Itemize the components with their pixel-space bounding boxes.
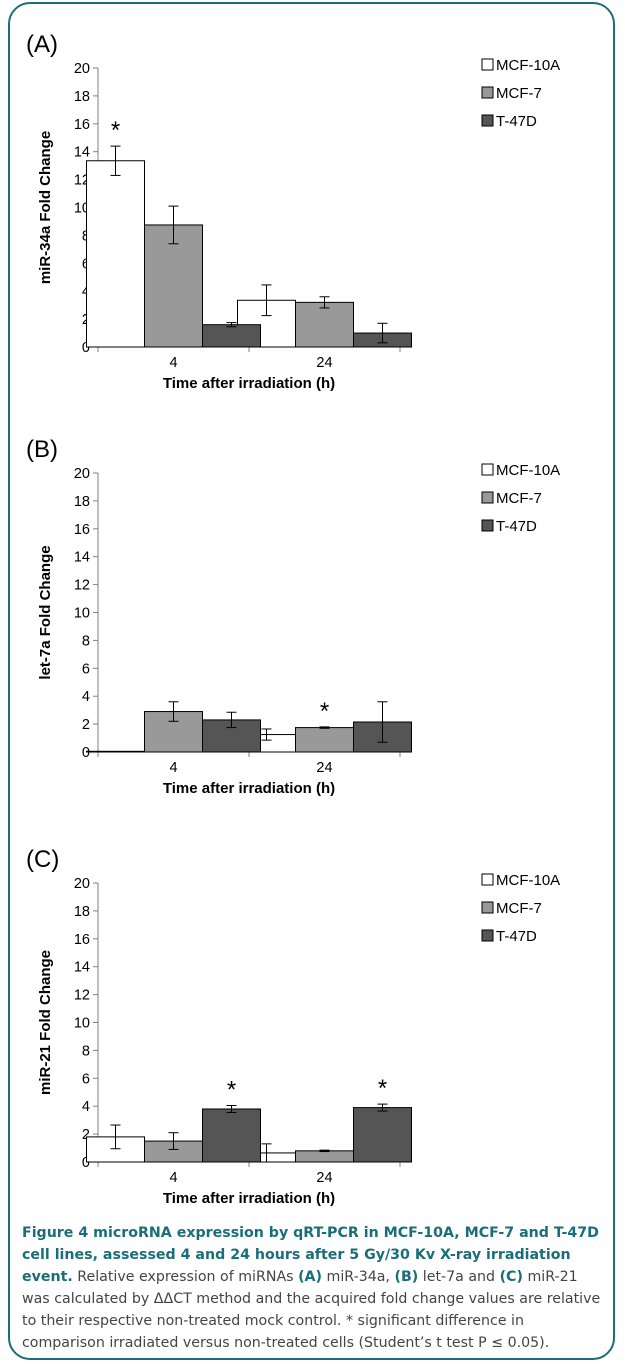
legend-swatch — [481, 873, 494, 886]
y-tick-label: 20 — [74, 61, 90, 77]
y-tick-label: 16 — [74, 522, 90, 538]
y-axis-title: let-7a Fold Change — [37, 545, 54, 679]
y-tick-label: 4 — [82, 689, 90, 705]
legend-label: MCF-10A — [496, 462, 560, 479]
caption-text-2: miR-34a, — [322, 1269, 395, 1285]
y-tick-label: 6 — [82, 256, 90, 272]
significance-mark: * — [111, 117, 120, 144]
y-tick-label: 14 — [74, 550, 90, 566]
y-tick-label: 4 — [82, 284, 90, 300]
y-tick-label: 4 — [82, 1099, 90, 1115]
bar — [86, 160, 145, 348]
legend-swatch — [481, 519, 494, 532]
significance-mark: * — [378, 1075, 387, 1102]
y-tick-label: 6 — [82, 1071, 90, 1087]
y-tick-label: 2 — [82, 312, 90, 328]
x-tick-label: 4 — [169, 355, 177, 371]
bar — [202, 324, 261, 348]
legend-swatch — [481, 58, 494, 71]
caption-text-4: miR-21 was calculated by ΔΔCT method and… — [22, 1269, 601, 1351]
legend-label: MCF-10A — [496, 872, 560, 889]
bar — [295, 301, 354, 348]
legend-swatch — [481, 929, 494, 942]
y-tick-label: 6 — [82, 661, 90, 677]
x-axis-title: Time after irradiation (h) — [163, 1190, 335, 1207]
x-tick-label: 4 — [169, 760, 177, 776]
y-tick-label: 0 — [82, 1155, 90, 1171]
y-axis-title: miR-34a Fold Change — [37, 131, 54, 284]
y-tick-label: 10 — [74, 1016, 90, 1032]
legend-swatch — [481, 491, 494, 504]
x-tick-label: 24 — [316, 1170, 332, 1186]
bar — [353, 1107, 412, 1163]
panel-label: (B) — [26, 436, 58, 463]
bar — [202, 719, 261, 753]
y-tick-label: 18 — [74, 89, 90, 105]
figure-frame — [8, 2, 615, 1360]
caption-text-3: let-7a and — [418, 1269, 500, 1285]
bar — [86, 750, 145, 753]
legend-swatch — [481, 114, 494, 127]
y-tick-label: 20 — [74, 466, 90, 482]
y-tick-label: 0 — [82, 745, 90, 761]
y-tick-label: 14 — [74, 960, 90, 976]
y-tick-label: 12 — [74, 173, 90, 189]
y-tick-label: 20 — [74, 876, 90, 892]
legend-swatch — [481, 86, 494, 99]
caption-ref-a: (A) — [298, 1269, 323, 1285]
caption-ref-c: (C) — [499, 1269, 523, 1285]
legend-label: T-47D — [496, 113, 537, 130]
legend-label: T-47D — [496, 518, 537, 535]
caption-text-1: Relative expression of miRNAs — [72, 1269, 299, 1285]
caption-title: Figure 4 microRNA expression by qRT-PCR … — [22, 1225, 599, 1285]
y-axis-title: miR-21 Fold Change — [37, 950, 54, 1095]
y-tick-label: 2 — [82, 717, 90, 733]
legend-label: MCF-7 — [496, 490, 542, 507]
x-tick-label: 4 — [169, 1170, 177, 1186]
y-tick-label: 10 — [74, 201, 90, 217]
significance-mark: * — [320, 698, 329, 725]
y-tick-label: 10 — [74, 606, 90, 622]
y-tick-label: 8 — [82, 633, 90, 649]
bar — [202, 1108, 261, 1163]
y-tick-label: 16 — [74, 932, 90, 948]
legend-label: MCF-7 — [496, 900, 542, 917]
x-tick-label: 24 — [316, 355, 332, 371]
y-tick-label: 14 — [74, 145, 90, 161]
y-tick-label: 12 — [74, 988, 90, 1004]
legend-swatch — [481, 463, 494, 476]
legend-swatch — [481, 901, 494, 914]
legend-label: MCF-10A — [496, 57, 560, 74]
panel-label: (C) — [26, 846, 59, 873]
x-tick-label: 24 — [316, 760, 332, 776]
y-tick-label: 8 — [82, 228, 90, 244]
y-tick-label: 12 — [74, 578, 90, 594]
y-tick-label: 16 — [74, 117, 90, 133]
y-tick-label: 8 — [82, 1043, 90, 1059]
legend-label: MCF-7 — [496, 85, 542, 102]
y-tick-label: 18 — [74, 494, 90, 510]
y-tick-label: 2 — [82, 1127, 90, 1143]
figure-caption: Figure 4 microRNA expression by qRT-PCR … — [22, 1222, 607, 1354]
bar — [295, 727, 354, 753]
x-axis-title: Time after irradiation (h) — [163, 780, 335, 797]
panel-label: (A) — [26, 31, 58, 58]
x-axis-title: Time after irradiation (h) — [163, 375, 335, 392]
y-tick-label: 18 — [74, 904, 90, 920]
caption-ref-b: (B) — [394, 1269, 419, 1285]
bar — [295, 1150, 354, 1163]
y-tick-label: 0 — [82, 340, 90, 356]
legend-label: T-47D — [496, 928, 537, 945]
significance-mark: * — [227, 1077, 236, 1104]
